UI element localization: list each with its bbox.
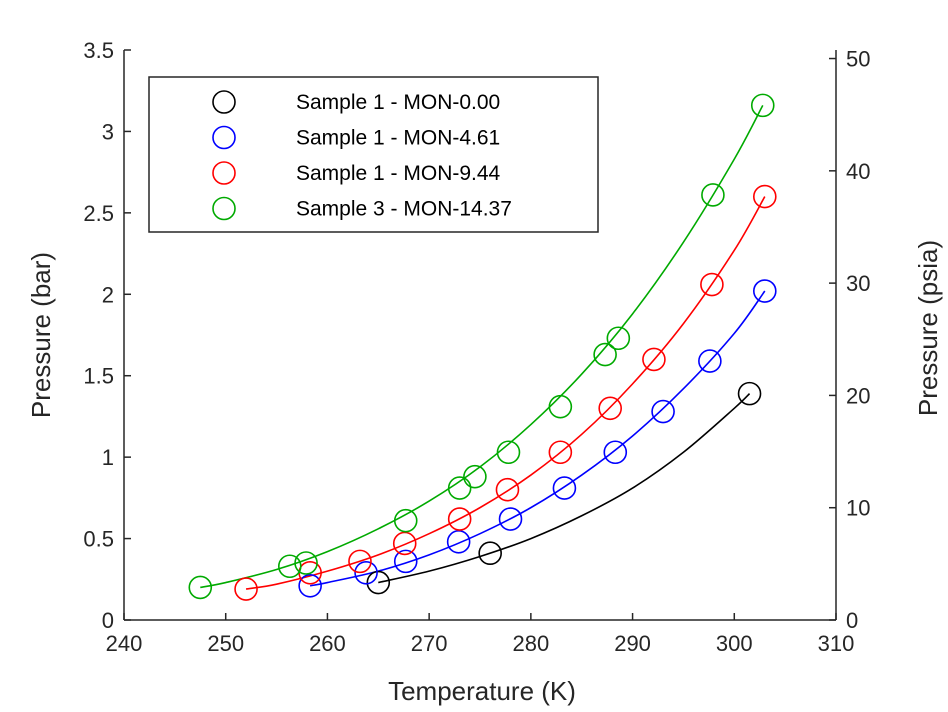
axes <box>123 50 837 621</box>
data-point-series-3 <box>496 440 521 465</box>
data-point-series-2 <box>447 507 472 531</box>
data-point-series-3 <box>606 326 631 351</box>
fit-lines <box>200 104 766 590</box>
data-points <box>188 93 777 601</box>
y2-tick-label: 10 <box>846 496 870 521</box>
fit-line-series-1 <box>309 290 766 587</box>
y-axis-label: Pressure (bar) <box>26 252 56 418</box>
x-tick-label: 290 <box>614 631 651 656</box>
y-tick-label: 2.5 <box>83 201 114 226</box>
legend-marker <box>212 196 236 221</box>
data-point-series-1 <box>651 399 675 424</box>
data-point-series-3 <box>701 183 725 207</box>
data-point-series-2 <box>598 396 622 421</box>
data-point-series-3 <box>393 508 418 533</box>
data-point-series-3 <box>447 476 472 500</box>
legend-label: Sample 1 - MON-0.00 <box>296 91 500 114</box>
data-point-series-0 <box>478 541 502 566</box>
y-tick-label: 3.5 <box>83 38 114 63</box>
y-tick-label: 0.5 <box>83 527 114 552</box>
legend-marker <box>212 90 236 114</box>
data-point-series-3 <box>548 394 573 419</box>
data-point-series-3 <box>188 575 213 600</box>
data-point-series-2 <box>752 184 777 209</box>
legend: Sample 1 - MON-0.00 Sample 1 - MON-4.61 Sa… <box>148 76 599 233</box>
data-point-series-1 <box>698 349 722 373</box>
data-point-series-1 <box>446 530 471 554</box>
x-tick-label: 300 <box>716 631 753 656</box>
y2-tick-label: 50 <box>846 47 870 72</box>
data-point-series-1 <box>552 476 577 500</box>
data-point-series-3 <box>593 342 617 367</box>
data-point-series-3 <box>294 551 318 575</box>
y-tick-label: 1 <box>102 445 114 470</box>
data-point-series-3 <box>277 554 302 579</box>
data-point-series-1 <box>603 440 628 465</box>
legend-marker <box>212 161 236 185</box>
x-tick-label: 270 <box>411 631 448 656</box>
x-tick-label: 250 <box>207 631 244 656</box>
x-tick-label: 310 <box>818 631 855 656</box>
y2-tick-label: 0 <box>846 608 858 633</box>
data-point-series-0 <box>737 381 762 406</box>
x-axis-label: Temperature (K) <box>388 676 576 706</box>
data-point-series-2 <box>700 272 724 297</box>
data-point-series-1 <box>498 507 523 531</box>
fit-line-series-2 <box>245 196 766 590</box>
x-tick-label: 260 <box>309 631 346 656</box>
fit-line-series-3 <box>200 104 764 589</box>
legend-label: Sample 3 - MON-14.37 <box>296 198 512 221</box>
y-tick-label: 2 <box>102 282 114 307</box>
y2-tick-label: 30 <box>846 271 870 296</box>
y2-tick-label: 40 <box>846 159 870 184</box>
data-point-series-1 <box>354 560 378 585</box>
data-point-series-1 <box>752 279 777 303</box>
data-point-series-2 <box>234 577 258 601</box>
x-tick-label: 280 <box>512 631 549 656</box>
y-tick-label: 3 <box>102 119 114 144</box>
y-tick-label: 1.5 <box>83 364 114 389</box>
legend-marker <box>212 125 236 150</box>
data-point-series-2 <box>348 549 372 574</box>
x-tick-label: 240 <box>106 631 143 656</box>
legend-label: Sample 1 - MON-4.61 <box>296 127 500 150</box>
legend-label: Sample 1 - MON-9.44 <box>296 162 501 185</box>
data-point-series-1 <box>393 549 418 574</box>
y-tick-label: 0 <box>102 608 114 633</box>
ticks: 240 250 260 270 280 290 300 31000.511.522.533.5… <box>83 38 870 656</box>
data-point-series-0 <box>366 570 391 595</box>
data-point-series-3 <box>750 93 775 118</box>
y2-axis-label: Pressure (psia) <box>913 240 943 416</box>
legend-box <box>148 76 599 233</box>
y2-tick-label: 20 <box>846 383 870 408</box>
data-point-series-2 <box>495 477 520 502</box>
data-point-series-2 <box>392 531 417 556</box>
data-point-series-2 <box>642 347 666 372</box>
data-point-series-2 <box>548 440 573 465</box>
data-point-series-1 <box>298 573 322 598</box>
data-point-series-3 <box>463 464 487 489</box>
fit-line-series-0 <box>378 393 751 584</box>
